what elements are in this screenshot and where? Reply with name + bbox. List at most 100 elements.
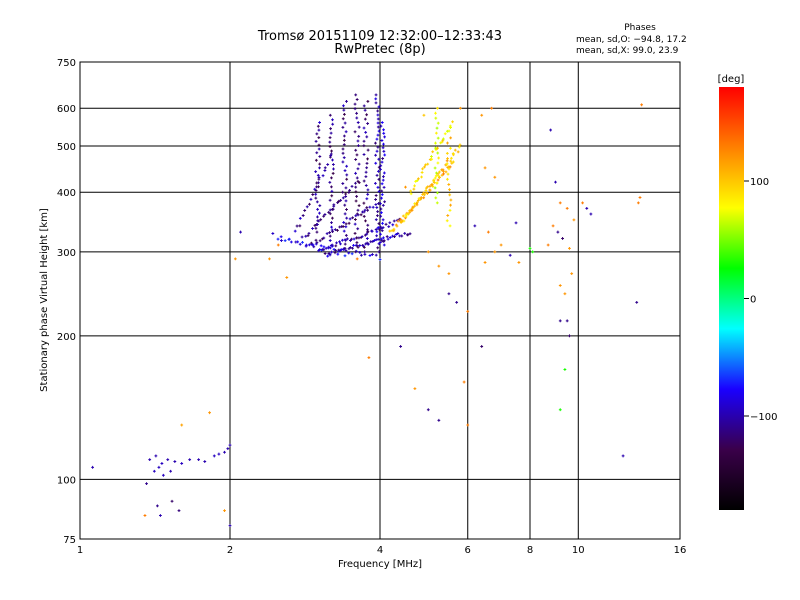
data-point: [572, 218, 576, 222]
data-point: [340, 238, 344, 242]
phase-stats-x: mean, sd,X: 99.0, 23.9: [576, 46, 679, 56]
data-point: [377, 190, 381, 193]
data-point: [360, 235, 364, 239]
chart-subtitle: RwPretec (8p): [334, 42, 425, 57]
data-point: [379, 225, 383, 229]
data-point: [424, 163, 427, 167]
data-point: [323, 252, 327, 255]
data-point: [458, 143, 462, 147]
data-point: [322, 214, 326, 218]
data-point: [363, 252, 367, 256]
data-point: [341, 225, 345, 228]
data-point: [589, 212, 593, 216]
data-point: [342, 108, 346, 112]
data-point: [433, 186, 437, 190]
data-point: [316, 124, 320, 128]
data-point: [366, 208, 370, 212]
data-point: [448, 124, 452, 128]
data-point: [357, 181, 361, 184]
data-point: [434, 111, 437, 115]
data-point: [407, 212, 410, 216]
data-point: [329, 152, 333, 156]
data-point: [374, 228, 378, 231]
data-point: [366, 122, 370, 125]
data-point: [311, 193, 315, 196]
data-point: [640, 103, 644, 107]
data-point: [350, 252, 354, 256]
data-point: [363, 208, 367, 212]
data-point: [331, 216, 334, 220]
data-point: [280, 239, 283, 242]
data-point: [318, 239, 322, 243]
data-point: [268, 257, 271, 261]
data-point: [437, 418, 441, 422]
data-point: [382, 149, 386, 153]
data-point: [380, 160, 384, 164]
data-point: [367, 356, 371, 360]
data-point: [377, 202, 381, 205]
data-point: [356, 139, 360, 143]
data-point: [433, 176, 437, 180]
data-point: [366, 223, 370, 227]
data-point: [356, 245, 360, 249]
data-point: [374, 101, 378, 105]
data-point: [327, 210, 331, 214]
data-point: [337, 248, 341, 252]
data-point: [345, 216, 349, 220]
data-point: [365, 135, 369, 139]
data-point: [446, 214, 450, 217]
data-point: [449, 203, 452, 207]
data-point: [365, 166, 369, 170]
data-point: [396, 219, 400, 223]
data-point: [406, 233, 410, 237]
data-point: [354, 185, 358, 189]
data-point: [375, 234, 379, 238]
data-point: [354, 181, 357, 185]
data-point: [293, 229, 297, 233]
data-point: [399, 221, 403, 224]
data-point: [355, 257, 359, 261]
data-point: [443, 132, 447, 136]
data-point: [157, 465, 161, 469]
data-point: [382, 240, 386, 243]
data-point: [376, 117, 380, 121]
data-point: [320, 237, 324, 241]
data-point: [444, 170, 448, 174]
data-point: [188, 458, 192, 462]
data-point: [326, 163, 330, 166]
data-point: [343, 254, 347, 258]
y-tick-label: 500: [57, 142, 76, 153]
data-point: [434, 131, 438, 135]
data-point: [355, 241, 359, 244]
data-point: [318, 121, 321, 124]
data-point: [376, 186, 380, 189]
data-point: [366, 192, 370, 196]
data-point: [208, 411, 211, 415]
data-point: [159, 514, 162, 517]
data-point: [342, 138, 346, 142]
data-point: [374, 141, 377, 145]
data-point: [382, 243, 386, 247]
data-point: [345, 208, 348, 211]
data-point: [316, 174, 320, 177]
data-point: [436, 106, 439, 110]
data-point: [372, 239, 376, 242]
data-point: [347, 251, 351, 255]
data-point: [328, 234, 332, 238]
data-point: [173, 460, 177, 463]
data-point: [314, 238, 318, 242]
colorbar-tick-label: 0: [750, 295, 756, 306]
data-point: [342, 156, 346, 160]
data-point: [415, 203, 419, 207]
data-point: [331, 118, 334, 122]
data-point: [355, 244, 359, 248]
data-point: [392, 219, 396, 223]
data-point: [459, 106, 462, 110]
data-point: [435, 171, 438, 175]
data-point: [449, 198, 453, 202]
data-point: [348, 188, 351, 192]
data-point: [436, 121, 440, 125]
data-point: [357, 125, 361, 129]
data-point: [422, 191, 426, 195]
data-point: [330, 149, 333, 153]
